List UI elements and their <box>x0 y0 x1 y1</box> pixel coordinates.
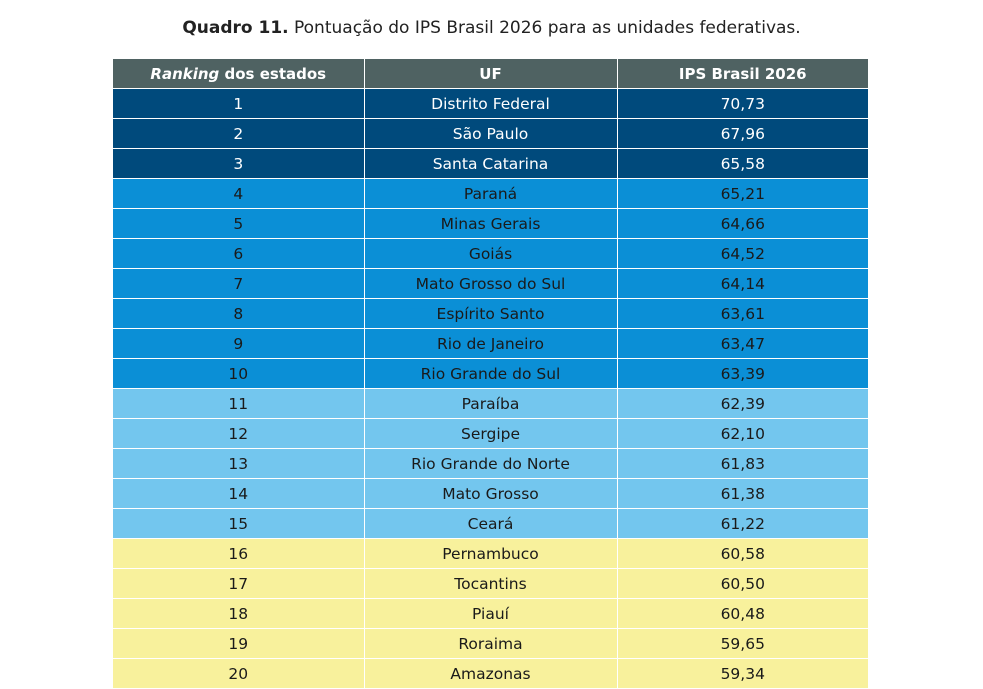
rank-cell: 13 <box>113 448 365 479</box>
rank-cell: 1 <box>113 88 365 119</box>
score-cell: 59,65 <box>617 628 868 659</box>
rank-cell: 2 <box>113 118 365 149</box>
table-row: 14 Mato Grosso 61,38 <box>113 478 868 509</box>
table-row: 15 Ceará 61,22 <box>113 508 868 539</box>
uf-cell: São Paulo <box>364 118 618 149</box>
table-row: 18 Piauí 60,48 <box>113 598 868 629</box>
score-cell: 65,21 <box>617 178 868 209</box>
uf-cell: Sergipe <box>364 418 618 449</box>
uf-cell: Distrito Federal <box>364 88 618 119</box>
uf-cell: Mato Grosso do Sul <box>364 268 618 299</box>
rank-cell: 10 <box>113 358 365 389</box>
table-row: 19 Roraima 59,65 <box>113 628 868 659</box>
uf-cell: Rio Grande do Norte <box>364 448 618 479</box>
score-cell: 61,22 <box>617 508 868 539</box>
table-row: 10 Rio Grande do Sul 63,39 <box>113 358 868 389</box>
rank-cell: 12 <box>113 418 365 449</box>
uf-cell: Rio de Janeiro <box>364 328 618 359</box>
table-caption: Quadro 11. Pontuação do IPS Brasil 2026 … <box>0 18 983 38</box>
table-row: 11 Paraíba 62,39 <box>113 388 868 419</box>
table-row: 6 Goiás 64,52 <box>113 238 868 269</box>
uf-cell: Minas Gerais <box>364 208 618 239</box>
uf-cell: Espírito Santo <box>364 298 618 329</box>
score-cell: 64,14 <box>617 268 868 299</box>
rank-cell: 16 <box>113 538 365 569</box>
score-cell: 60,58 <box>617 538 868 569</box>
score-cell: 64,52 <box>617 238 868 269</box>
score-cell: 62,10 <box>617 418 868 449</box>
score-cell: 61,38 <box>617 478 868 509</box>
uf-cell: Mato Grosso <box>364 478 618 509</box>
uf-cell: Ceará <box>364 508 618 539</box>
uf-cell: Pernambuco <box>364 538 618 569</box>
rank-cell: 4 <box>113 178 365 209</box>
rank-cell: 18 <box>113 598 365 629</box>
table-body: 1 Distrito Federal 70,73 2 São Paulo 67,96 3 Sa… <box>113 88 868 689</box>
table-row: 16 Pernambuco 60,58 <box>113 538 868 569</box>
header-score: IPS Brasil 2026 <box>617 59 868 89</box>
uf-cell: Paraíba <box>364 388 618 419</box>
rank-cell: 17 <box>113 568 365 599</box>
score-cell: 60,50 <box>617 568 868 599</box>
score-cell: 65,58 <box>617 148 868 179</box>
rank-cell: 6 <box>113 238 365 269</box>
uf-cell: Roraima <box>364 628 618 659</box>
table-row: 7 Mato Grosso do Sul 64,14 <box>113 268 868 299</box>
header-uf: UF <box>364 59 618 89</box>
rank-cell: 14 <box>113 478 365 509</box>
header-ranking-italic: Ranking <box>150 64 220 83</box>
table-row: 2 São Paulo 67,96 <box>113 118 868 149</box>
rank-cell: 9 <box>113 328 365 359</box>
score-cell: 63,47 <box>617 328 868 359</box>
rank-cell: 15 <box>113 508 365 539</box>
caption-label: Quadro 11. <box>182 18 289 38</box>
score-cell: 60,48 <box>617 598 868 629</box>
score-cell: 59,34 <box>617 658 868 689</box>
uf-cell: Goiás <box>364 238 618 269</box>
rank-cell: 5 <box>113 208 365 239</box>
rank-cell: 20 <box>113 658 365 689</box>
caption-text: Pontuação do IPS Brasil 2026 para as uni… <box>294 18 801 38</box>
uf-cell: Amazonas <box>364 658 618 689</box>
table-header-row: Ranking dos estados UF IPS Brasil 2026 <box>113 59 868 89</box>
score-cell: 70,73 <box>617 88 868 119</box>
score-cell: 62,39 <box>617 388 868 419</box>
uf-cell: Tocantins <box>364 568 618 599</box>
table-row: 3 Santa Catarina 65,58 <box>113 148 868 179</box>
rank-cell: 11 <box>113 388 365 419</box>
score-cell: 63,39 <box>617 358 868 389</box>
score-cell: 67,96 <box>617 118 868 149</box>
table-row: 12 Sergipe 62,10 <box>113 418 868 449</box>
rank-cell: 3 <box>113 148 365 179</box>
header-ranking-rest: dos estados <box>219 64 327 83</box>
rank-cell: 19 <box>113 628 365 659</box>
rank-cell: 7 <box>113 268 365 299</box>
table-row: 17 Tocantins 60,50 <box>113 568 868 599</box>
table-row: 20 Amazonas 59,34 <box>113 658 868 689</box>
score-cell: 61,83 <box>617 448 868 479</box>
uf-cell: Piauí <box>364 598 618 629</box>
table-row: 8 Espírito Santo 63,61 <box>113 298 868 329</box>
uf-cell: Santa Catarina <box>364 148 618 179</box>
table-row: 1 Distrito Federal 70,73 <box>113 88 868 119</box>
table-row: 13 Rio Grande do Norte 61,83 <box>113 448 868 479</box>
header-ranking: Ranking dos estados <box>113 59 365 89</box>
rank-cell: 8 <box>113 298 365 329</box>
score-cell: 64,66 <box>617 208 868 239</box>
score-cell: 63,61 <box>617 298 868 329</box>
table-row: 5 Minas Gerais 64,66 <box>113 208 868 239</box>
uf-cell: Paraná <box>364 178 618 209</box>
table-row: 9 Rio de Janeiro 63,47 <box>113 328 868 359</box>
uf-cell: Rio Grande do Sul <box>364 358 618 389</box>
ips-ranking-table: Ranking dos estados UF IPS Brasil 2026 1… <box>113 59 868 689</box>
table-row: 4 Paraná 65,21 <box>113 178 868 209</box>
